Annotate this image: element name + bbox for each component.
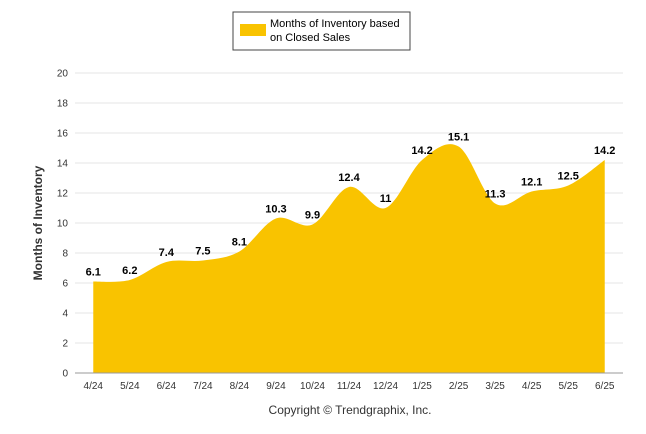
y-tick-label: 14: [57, 159, 69, 170]
x-tick-label: 10/24: [300, 381, 325, 392]
data-label: 7.5: [195, 246, 210, 258]
copyright-footer: Copyright © Trendgraphix, Inc.: [269, 403, 432, 417]
legend: Months of Inventory based on Closed Sale…: [232, 11, 411, 51]
x-axis-ticks: 4/24 5/24 6/24 7/24 8/24 9/24 10/24 11/24 12/24 1…: [84, 381, 615, 392]
y-axis-ticks: 0 2 4 6 8 10 12 14 16 18 20: [57, 69, 69, 380]
y-tick-label: 10: [57, 219, 69, 230]
y-axis-title: Months of Inventory: [31, 165, 45, 280]
x-tick-label: 4/25: [522, 381, 542, 392]
y-tick-label: 6: [62, 279, 68, 290]
data-label: 8.1: [232, 237, 247, 249]
series-area-path: [93, 144, 605, 373]
data-label: 15.1: [448, 132, 469, 144]
x-tick-label: 4/24: [84, 381, 104, 392]
legend-label-line-2: on Closed Sales: [270, 32, 351, 44]
data-labels: 6.1 6.2 7.4 7.5 8.1 10.3 9.9 12.4 11 14.2 15.1 11.3…: [86, 132, 616, 279]
y-tick-label: 8: [62, 249, 68, 260]
data-label: 14.2: [411, 145, 432, 157]
y-tick-label: 18: [57, 99, 69, 110]
data-label: 12.4: [338, 172, 360, 184]
y-tick-label: 20: [57, 69, 69, 80]
y-tick-label: 12: [57, 189, 69, 200]
data-label: 11.3: [485, 189, 506, 201]
data-label: 12.1: [521, 177, 542, 189]
x-tick-label: 6/24: [157, 381, 177, 392]
data-label: 10.3: [265, 204, 286, 216]
data-label: 11: [380, 193, 392, 205]
data-label: 14.2: [594, 145, 615, 157]
x-tick-label: 7/24: [193, 381, 213, 392]
x-tick-label: 1/25: [412, 381, 432, 392]
series-area: [75, 144, 623, 374]
x-tick-label: 6/25: [595, 381, 615, 392]
data-label: 7.4: [159, 247, 175, 259]
legend-swatch: [240, 24, 266, 36]
data-label: 6.1: [86, 267, 101, 279]
y-tick-label: 2: [62, 339, 68, 350]
y-tick-label: 4: [62, 309, 68, 320]
data-label: 9.9: [305, 210, 320, 222]
legend-label-line-1: Months of Inventory based: [270, 18, 400, 30]
x-tick-label: 9/24: [266, 381, 286, 392]
x-tick-label: 2/25: [449, 381, 469, 392]
x-tick-label: 11/24: [337, 381, 362, 392]
x-tick-label: 12/24: [373, 381, 398, 392]
x-tick-label: 8/24: [230, 381, 250, 392]
data-label: 12.5: [557, 171, 578, 183]
data-label: 6.2: [122, 265, 137, 277]
y-tick-label: 16: [57, 129, 69, 140]
x-tick-label: 3/25: [485, 381, 505, 392]
x-tick-label: 5/25: [558, 381, 578, 392]
x-tick-label: 5/24: [120, 381, 140, 392]
y-tick-label: 0: [62, 369, 68, 380]
